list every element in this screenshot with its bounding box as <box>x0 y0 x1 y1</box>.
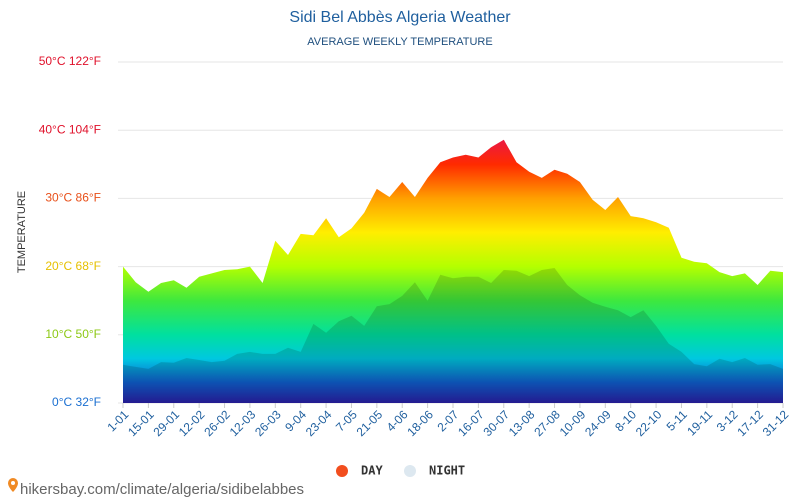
x-tick-label: 12-02 <box>176 407 208 439</box>
x-tick-label: 13-08 <box>506 407 538 439</box>
y-tick-label: 40°C 104°F <box>39 122 101 136</box>
legend-label: NIGHT <box>429 464 465 478</box>
chart-subtitle: AVERAGE WEEKLY TEMPERATURE <box>307 36 492 48</box>
legend-label: DAY <box>361 464 383 478</box>
source-text: hikersbay.com/climate/algeria/sidibelabb… <box>20 481 304 498</box>
legend-marker <box>336 465 348 477</box>
x-tick-label: 18-06 <box>404 407 436 439</box>
x-tick-label: 31-12 <box>760 407 792 439</box>
x-tick-label: 15-01 <box>125 407 157 439</box>
x-tick-label: 22-10 <box>633 407 665 439</box>
night-area <box>123 268 783 403</box>
chart-title: Sidi Bel Abbès Algeria Weather <box>289 9 511 26</box>
x-tick-label: 12-03 <box>227 407 259 439</box>
x-tick-label: 16-07 <box>455 407 487 439</box>
x-tick-label: 30-07 <box>481 407 513 439</box>
y-tick-label: 20°C 68°F <box>45 259 101 273</box>
x-tick-label: 26-02 <box>201 407 233 439</box>
x-tick-label: 27-08 <box>531 407 563 439</box>
x-tick-label: 23-04 <box>303 407 335 439</box>
x-tick-label: 21-05 <box>354 407 386 439</box>
x-tick-label: 19-11 <box>684 407 715 438</box>
x-tick-label: 26-03 <box>252 407 284 439</box>
source: hikersbay.com/climate/algeria/sidibelabb… <box>8 478 304 498</box>
y-tick-label: 50°C 122°F <box>39 54 101 68</box>
pin-dot <box>11 481 15 485</box>
legend-marker <box>404 465 416 477</box>
x-tick-label: 17-12 <box>734 407 766 439</box>
x-tick-label: 29-01 <box>151 407 183 439</box>
x-tick-label: 24-09 <box>582 407 614 439</box>
y-tick-label: 0°C 32°F <box>52 395 101 409</box>
night-shade <box>123 268 783 403</box>
y-axis-label: TEMPERATURE <box>16 191 28 273</box>
y-tick-label: 30°C 86°F <box>45 191 101 205</box>
y-tick-label: 10°C 50°F <box>45 327 101 341</box>
x-tick-label: 10-09 <box>557 407 589 439</box>
